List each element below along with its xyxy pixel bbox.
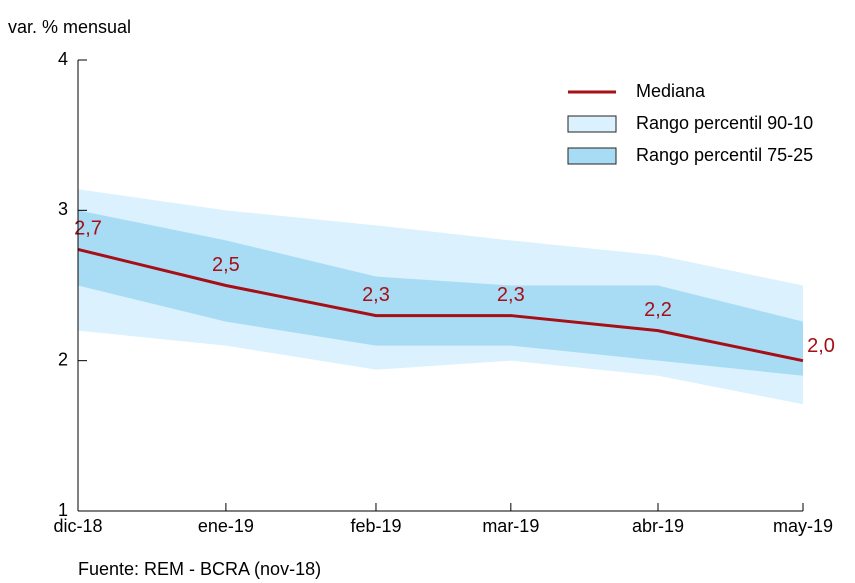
source-note: Fuente: REM - BCRA (nov-18) xyxy=(78,559,321,579)
y-axis-label: var. % mensual xyxy=(8,17,131,37)
data-label: 2,5 xyxy=(212,254,240,276)
x-tick-label: mar-19 xyxy=(482,516,539,536)
x-tick-label: feb-19 xyxy=(350,516,401,536)
x-tick-label: abr-19 xyxy=(632,516,684,536)
y-tick-label: 3 xyxy=(58,199,68,219)
data-label: 2,7 xyxy=(74,218,102,240)
median-line xyxy=(77,247,804,363)
legend-label: Rango percentil 75-25 xyxy=(636,145,813,165)
x-tick-label: ene-19 xyxy=(198,516,254,536)
x-tick-label: dic-18 xyxy=(53,516,102,536)
legend-label: Rango percentil 90-10 xyxy=(636,113,813,133)
data-label: 2,0 xyxy=(807,335,835,357)
data-label: 2,3 xyxy=(362,284,390,306)
y-tick-label: 4 xyxy=(58,49,68,69)
legend-swatch xyxy=(567,147,617,165)
y-tick-label: 1 xyxy=(58,500,68,520)
x-tick-label: may-19 xyxy=(773,516,833,536)
percentile-band xyxy=(78,210,803,376)
data-label: 2,2 xyxy=(644,299,672,321)
legend-swatch xyxy=(567,115,617,133)
y-tick-label: 2 xyxy=(58,349,68,369)
legend-label: Mediana xyxy=(636,81,706,101)
data-label: 2,3 xyxy=(497,284,525,306)
